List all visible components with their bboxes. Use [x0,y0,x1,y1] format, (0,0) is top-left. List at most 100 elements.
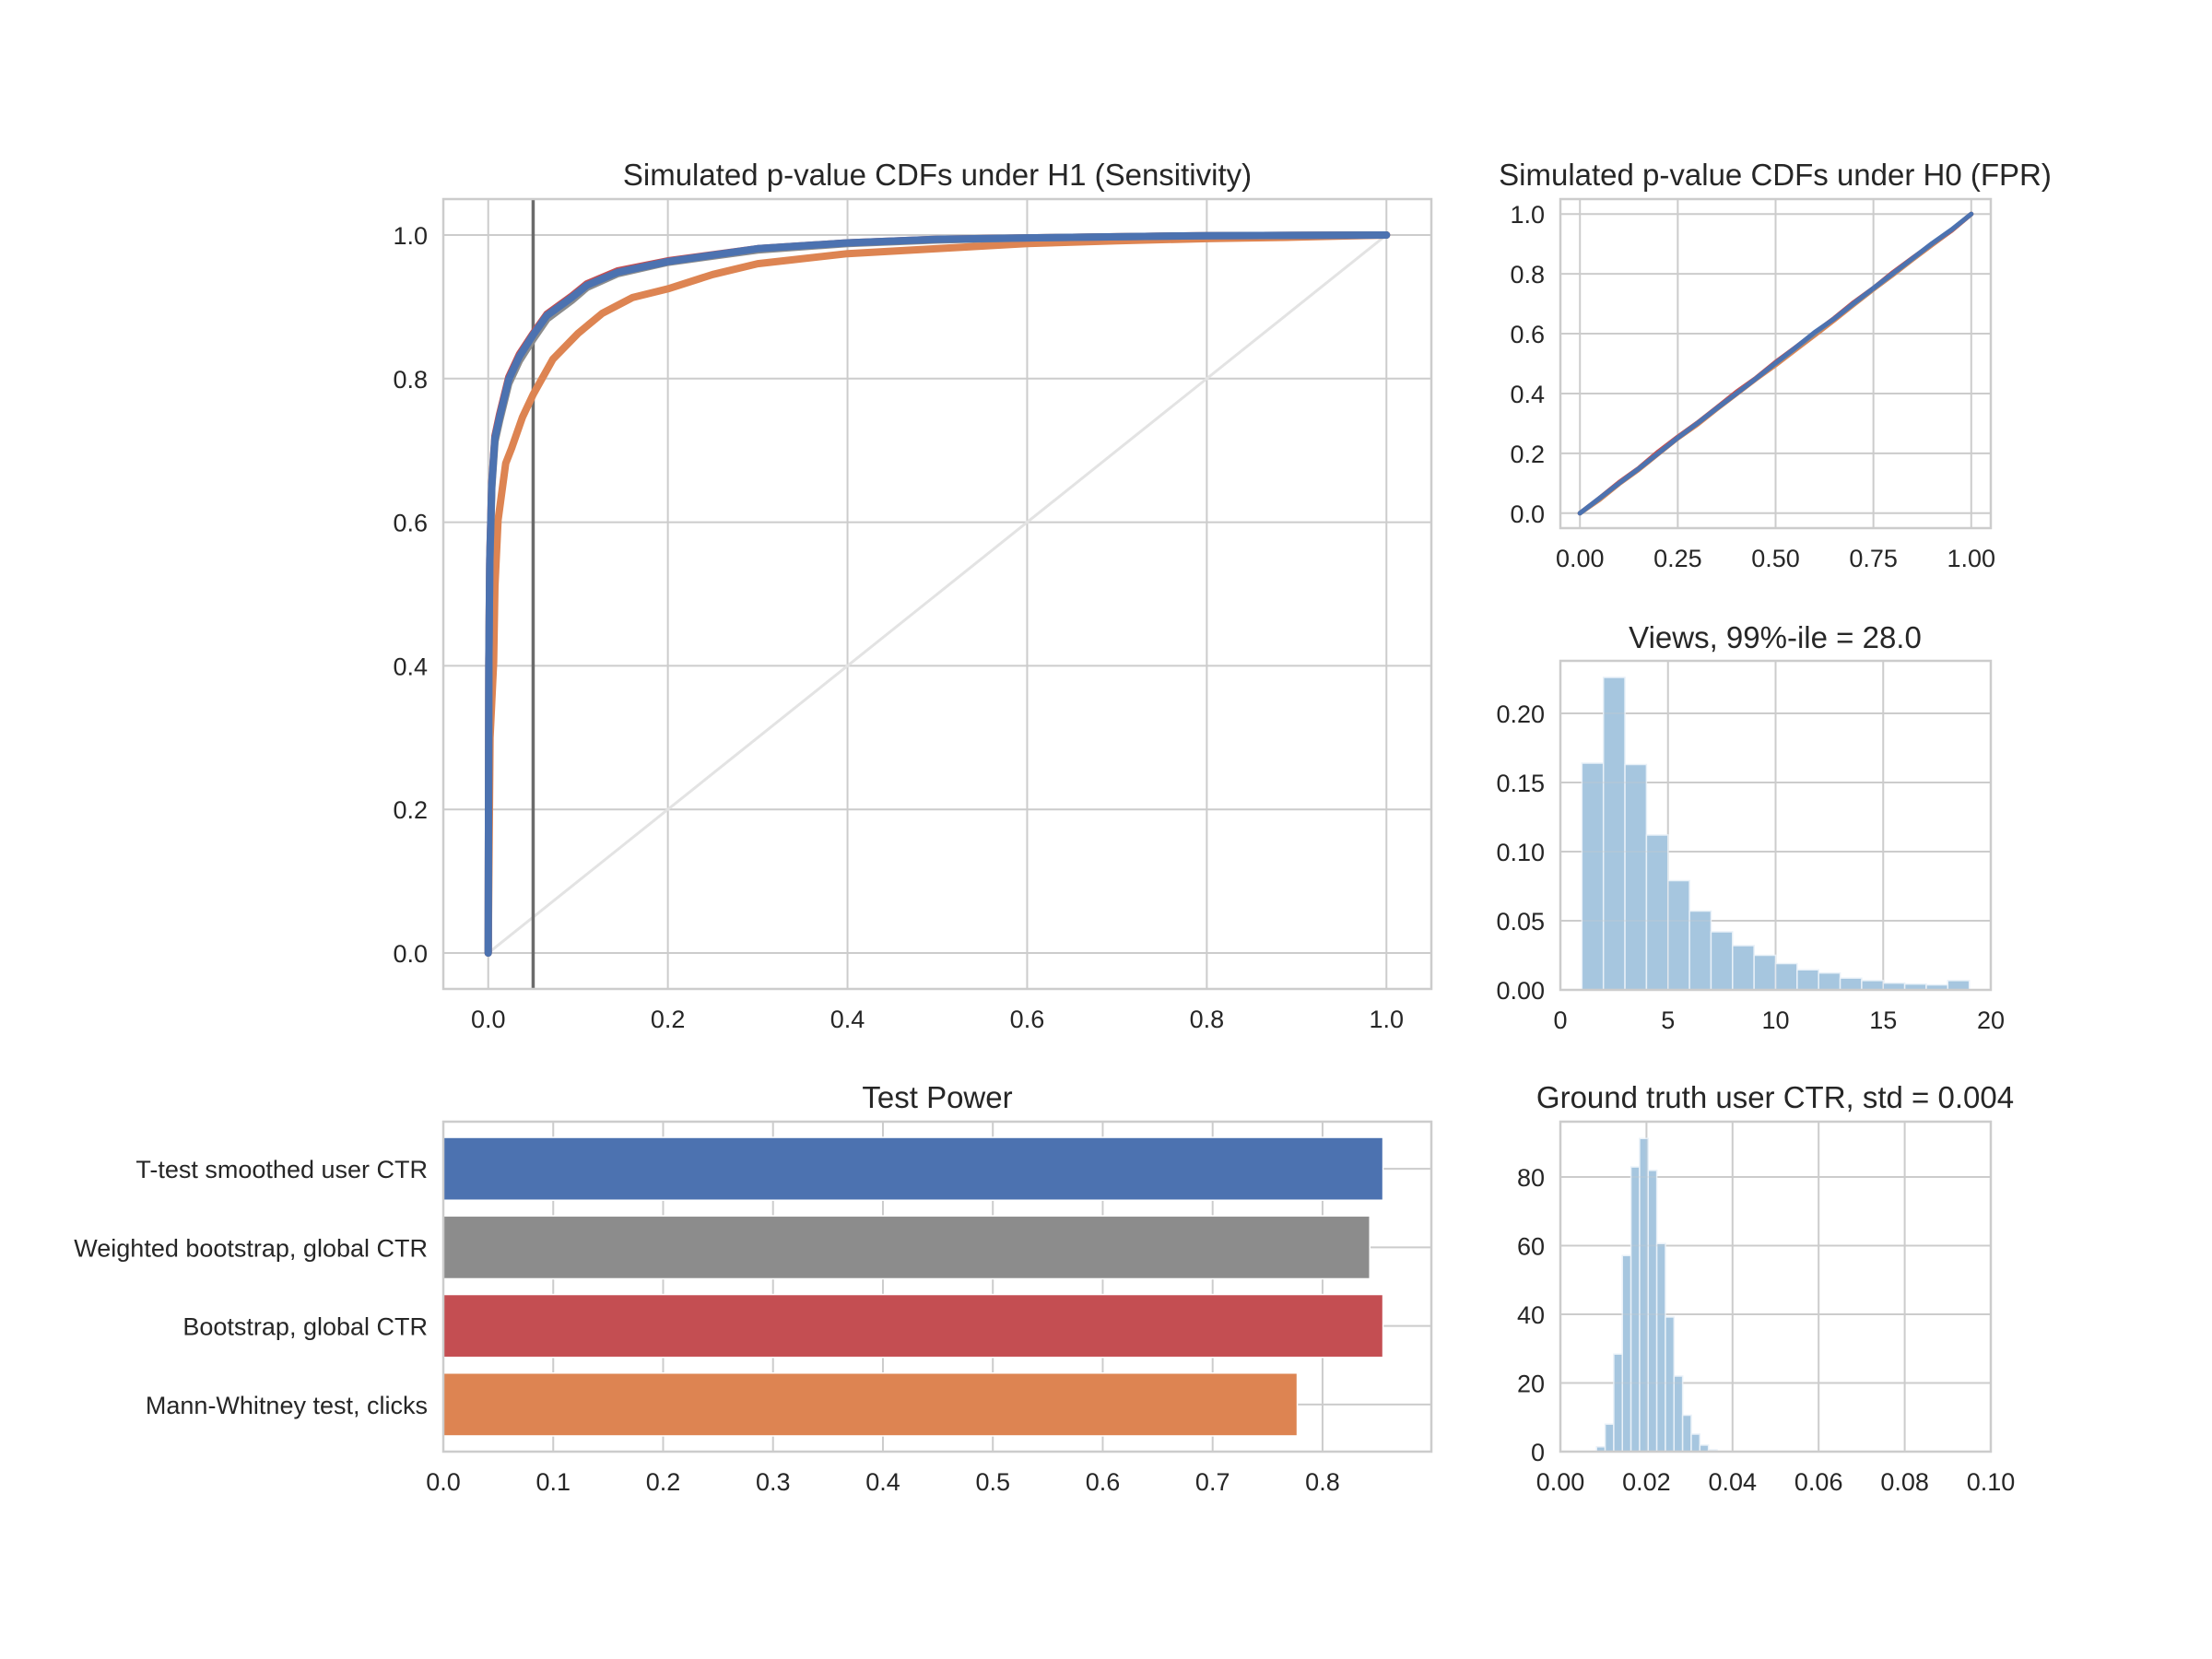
power-title: Test Power [862,1080,1012,1114]
ctr-bar [1604,1423,1615,1453]
h1-x-tick-label: 0.8 [1190,1006,1225,1033]
power-category-label: Mann-Whitney test, clicks [146,1392,428,1419]
ctr-bar [1613,1353,1623,1453]
power-bar [442,1293,1384,1359]
views-bar [1753,954,1777,991]
ctr-bar [1681,1414,1692,1453]
views-y-tick-label: 0.10 [1496,839,1545,866]
ctr-x-tick-label: 0.00 [1536,1468,1585,1496]
h0-cdf-panel: Simulated p-value CDFs under H0 (FPR) 0.… [1499,158,2052,572]
h1-series-line-1 [484,231,1391,957]
h1-y-tick-label: 0.4 [393,653,428,680]
h0-series-line-4 [1577,211,1974,516]
ctr-bar [1690,1433,1701,1453]
ctr-x-tick-label: 0.10 [1967,1468,2016,1496]
views-bar [1602,677,1626,991]
power-x-tick-label: 0.7 [1195,1468,1230,1496]
power-bar [442,1136,1384,1201]
views-bar [1688,910,1712,991]
ctr-x-tick-label: 0.02 [1622,1468,1671,1496]
h0-axes-frame [1559,197,1993,530]
power-x-tick-label: 0.5 [975,1468,1010,1496]
views-y-tick-label: 0.05 [1496,908,1545,935]
h1-axes-frame [441,197,1433,991]
views-bar [1774,962,1798,991]
views-bar [1732,945,1755,991]
views-bar [1581,762,1605,991]
views-bar [1947,980,1971,991]
h1-y-tick-label: 0.8 [393,366,428,394]
ctr-axes-frame [1559,1120,1993,1453]
ctr-x-tick-label: 0.06 [1794,1468,1843,1496]
ctr-title: Ground truth user CTR, std = 0.004 [1536,1080,2014,1114]
ctr-y-tick-label: 40 [1517,1301,1545,1329]
h0-x-tick-label: 0.50 [1751,545,1800,572]
views-histogram-panel: Views, 99%-ile = 28.0 0 5 10 15 20 0.00 0.05 0.… [1496,620,2005,1034]
h1-title: Simulated p-value CDFs under H1 (Sensiti… [623,158,1252,192]
power-bar [442,1372,1299,1437]
views-x-tick-label: 10 [1761,1006,1789,1034]
h0-plot-area: 0.00 0.25 0.50 0.75 1.00 0.0 0.2 0.4 0.6 0.8 1.0 [1510,197,1995,572]
h1-y-tick-label: 0.2 [393,796,428,824]
ctr-plot-area: 0.00 0.02 0.04 0.06 0.08 0.10 0 20 40 60 80 [1517,1120,2016,1496]
h0-x-tick-label: 0.25 [1653,545,1702,572]
views-bar [1796,969,1819,991]
h1-y-tick-label: 0.6 [393,510,428,537]
h0-y-tick-label: 0.8 [1510,261,1545,288]
power-category-label: Bootstrap, global CTR [182,1313,428,1341]
views-x-tick-label: 15 [1869,1006,1897,1034]
ctr-y-tick-label: 80 [1517,1164,1545,1192]
views-x-tick-label: 0 [1553,1006,1567,1034]
h1-series-line-4 [484,231,1391,957]
h1-x-tick-label: 0.6 [1010,1006,1045,1033]
ctr-y-tick-label: 60 [1517,1232,1545,1260]
h0-y-tick-label: 0.4 [1510,381,1545,408]
views-axes-frame [1559,659,1993,992]
views-y-tick-label: 0.00 [1496,977,1545,1005]
h0-title: Simulated p-value CDFs under H0 (FPR) [1499,158,2052,192]
h0-x-tick-label: 0.75 [1849,545,1898,572]
ctr-x-tick-label: 0.04 [1709,1468,1758,1496]
power-x-tick-label: 0.8 [1305,1468,1340,1496]
power-x-tick-label: 0.4 [865,1468,900,1496]
h0-x-tick-label: 0.00 [1556,545,1605,572]
views-title: Views, 99%-ile = 28.0 [1629,620,1922,654]
views-bar [1861,980,1885,991]
h1-cdf-panel: Simulated p-value CDFs under H1 (Sensiti… [393,158,1433,1033]
power-x-tick-label: 0.3 [756,1468,791,1496]
views-plot-area: 0 5 10 15 20 0.00 0.05 0.10 0.15 0.20 [1496,659,2005,1034]
h0-y-tick-label: 0.0 [1510,500,1545,528]
power-x-tick-label: 0.0 [426,1468,461,1496]
power-x-tick-label: 0.2 [646,1468,681,1496]
h0-x-tick-label: 1.00 [1947,545,1995,572]
h0-grid [1560,199,1991,528]
h0-y-tick-label: 0.2 [1510,441,1545,468]
ctr-x-tick-label: 0.08 [1880,1468,1929,1496]
h1-plot-area: 0.0 0.2 0.4 0.6 0.8 1.0 0.0 0.2 0.4 0.6 0.8 1.0 [393,197,1433,1033]
views-bar [1710,931,1734,991]
ctr-y-tick-label: 20 [1517,1370,1545,1397]
ctr-bar [1655,1242,1666,1453]
h1-y-tick-label: 0.0 [393,940,428,968]
views-x-tick-label: 20 [1977,1006,2005,1034]
power-category-label: Weighted bootstrap, global CTR [74,1234,428,1262]
views-bar [1645,834,1669,991]
power-bar [442,1215,1371,1280]
ctr-bar [1673,1375,1684,1453]
power-axes-frame [441,1120,1433,1453]
h1-x-tick-label: 0.4 [830,1006,865,1033]
power-x-tick-label: 0.1 [535,1468,571,1496]
ctr-bar [1647,1170,1658,1453]
h0-y-tick-label: 1.0 [1510,201,1545,229]
ctr-bars [1595,1137,1718,1453]
h1-diagonal-reference-line [487,233,1388,955]
ctr-bar [1665,1316,1676,1453]
views-y-tick-label: 0.15 [1496,770,1545,797]
views-x-tick-label: 5 [1661,1006,1675,1034]
test-power-panel: Test Power 0.0 0.1 0.2 0.3 0.4 0.5 0.6 0.7 0.8 T-… [74,1080,1433,1496]
h1-y-tick-label: 1.0 [393,222,428,250]
ctr-bar [1621,1254,1632,1453]
views-bar [1667,879,1690,991]
views-bar [1624,763,1648,991]
